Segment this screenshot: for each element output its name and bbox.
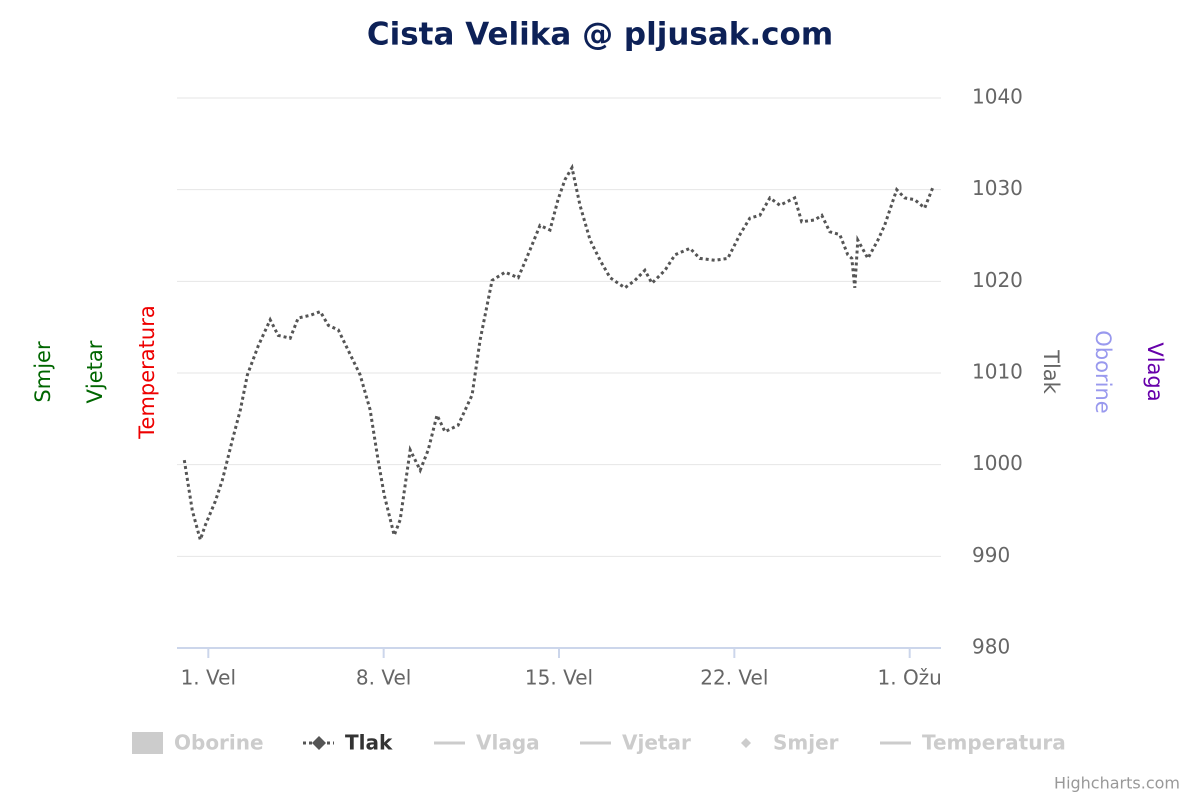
series-line [182,163,935,545]
y-tick-label: 980 [972,635,1010,659]
legend-label[interactable]: Vjetar [622,731,691,755]
y-tick-label: 1040 [972,85,1023,109]
x-tick-label: 22. Vel [700,666,768,690]
legend-label[interactable]: Smjer [773,731,839,755]
axis-title: Vlaga [1143,342,1167,401]
legend-symbol[interactable] [741,738,751,748]
legend-label[interactable]: Oborine [174,731,264,755]
legend-label[interactable]: Tlak [345,731,393,755]
y-tick-label: 1000 [972,451,1023,475]
x-tick-label: 1. Vel [181,666,236,690]
axis-title: Smjer [31,341,55,403]
legend-label[interactable]: Temperatura [922,731,1066,755]
x-tick-label: 1. Ožu [878,666,942,690]
axis-title: Temperatura [135,305,159,439]
x-tick-label: 8. Vel [356,666,411,690]
y-tick-label: 1010 [972,360,1023,384]
chart-title: Cista Velika @ pljusak.com [367,17,833,53]
credits[interactable]: Highcharts.com [1054,774,1180,793]
legend-symbol[interactable] [132,732,163,754]
legend-marker[interactable] [312,736,326,750]
legend-label[interactable]: Vlaga [476,731,540,755]
axis-title: Oborine [1091,330,1115,413]
x-tick-label: 15. Vel [525,666,593,690]
axis-title: Tlak [1039,349,1063,395]
y-tick-label: 1020 [972,268,1023,292]
axis-title: Vjetar [83,340,107,403]
y-tick-label: 1030 [972,176,1023,200]
y-tick-label: 990 [972,543,1010,567]
